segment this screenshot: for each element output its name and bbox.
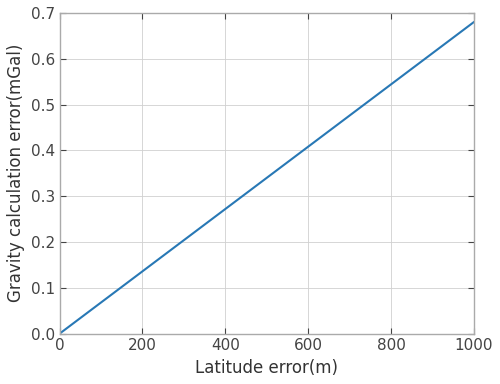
X-axis label: Latitude error(m): Latitude error(m): [195, 359, 338, 377]
Y-axis label: Gravity calculation error(mGal): Gravity calculation error(mGal): [7, 44, 25, 303]
